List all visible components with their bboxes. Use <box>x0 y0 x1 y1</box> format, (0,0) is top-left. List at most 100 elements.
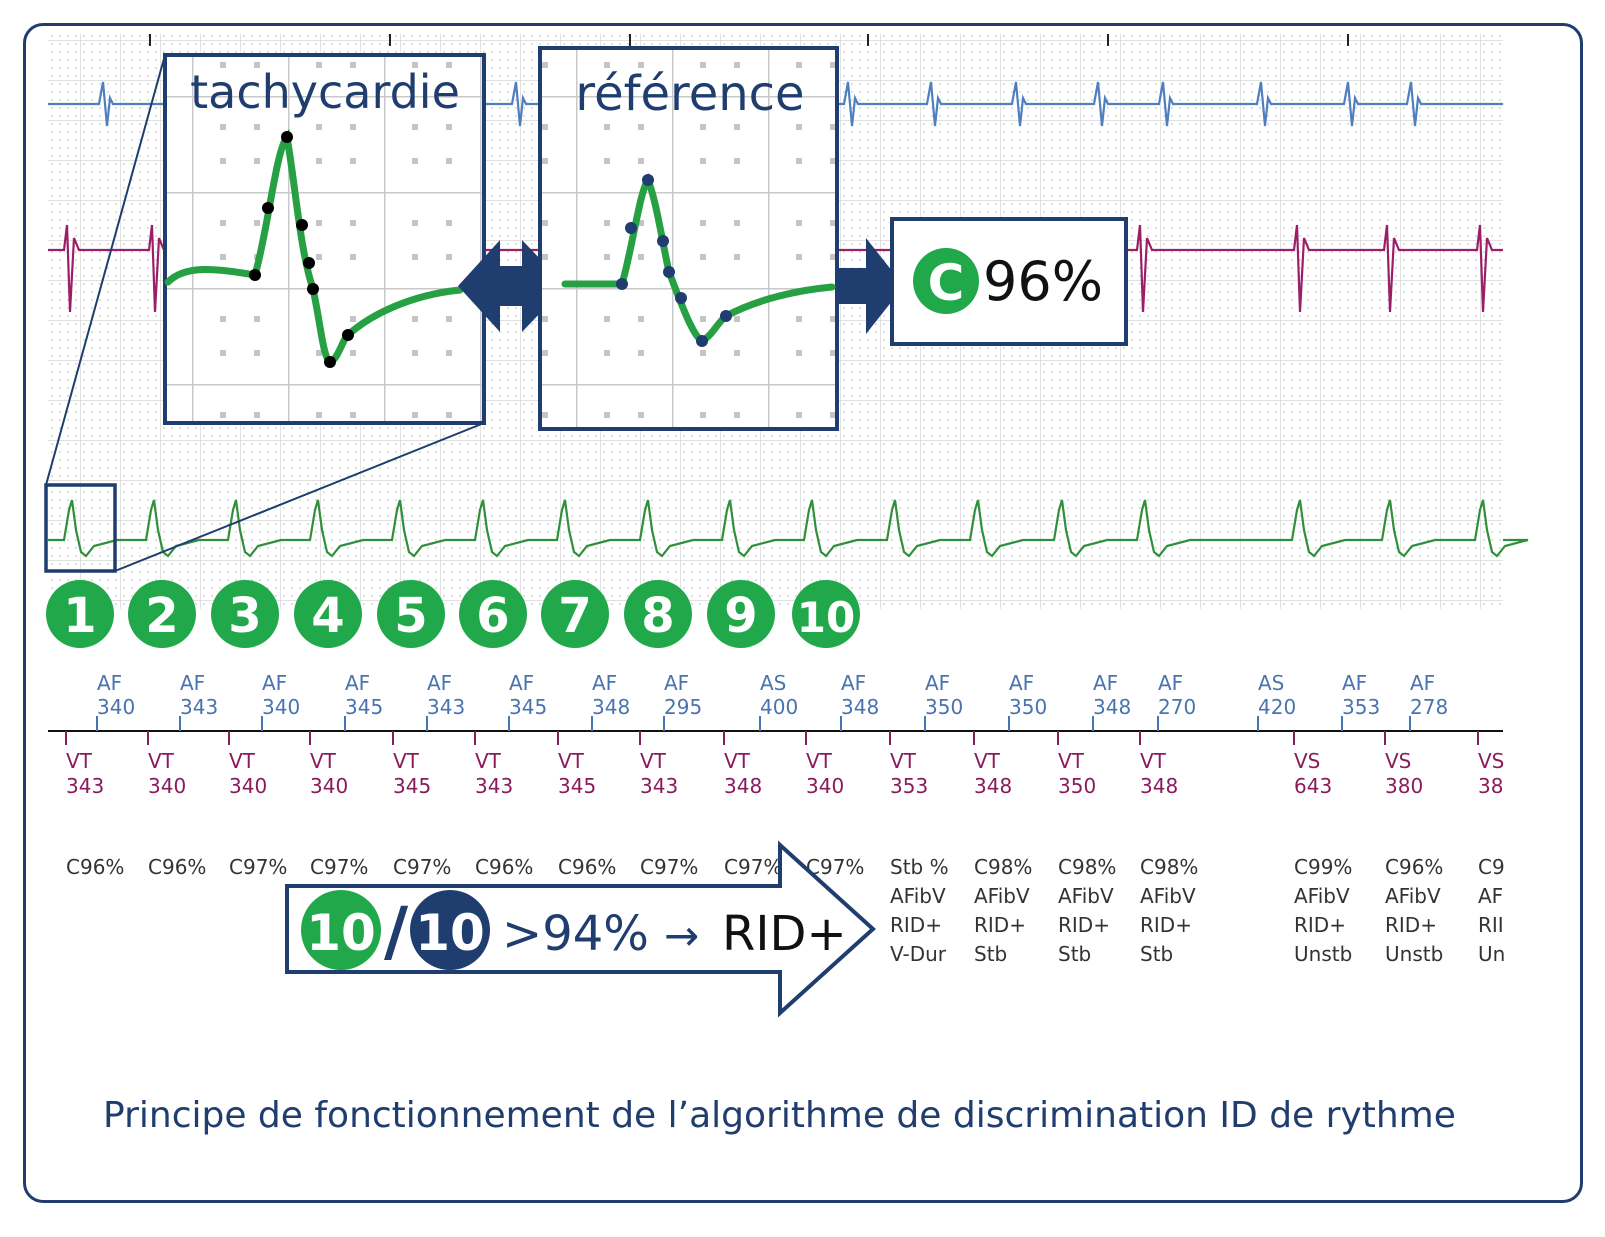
zoom-line-bottom <box>114 422 485 572</box>
atrial-marker-interval: 340 <box>262 695 300 719</box>
beat-circle <box>294 580 362 648</box>
decision-result: RID+ <box>722 906 847 962</box>
decision-numerator: 10 <box>306 904 376 962</box>
detection-status-text: Stb <box>974 942 1007 966</box>
ventricular-marker-interval: 353 <box>890 774 928 798</box>
detection-status-text: V-Dur <box>890 942 947 966</box>
atrial-marker-interval: 343 <box>427 695 465 719</box>
atrial-marker-interval: 350 <box>925 695 963 719</box>
ventricular-marker-interval: 340 <box>148 774 186 798</box>
detection-status-text: Stb % <box>890 855 949 879</box>
atrial-marker-label: AF <box>509 671 534 695</box>
atrial-marker-label: AF <box>1009 671 1034 695</box>
correlation-label: C97% <box>724 855 782 879</box>
atrial-marker-label: AF <box>1158 671 1183 695</box>
detection-status-text: C98% <box>1058 855 1116 879</box>
atrial-marker-interval: 278 <box>1410 695 1448 719</box>
ventricular-marker-interval: 380 <box>1385 774 1423 798</box>
beat-number: 3 <box>228 588 261 644</box>
numerator-badge <box>301 890 381 970</box>
reference-title: référence <box>575 66 804 122</box>
atrial-marker-label: AF <box>1093 671 1118 695</box>
atrial-marker-label: AF <box>592 671 617 695</box>
atrial-marker-interval: 348 <box>841 695 879 719</box>
ventricular-marker-interval: 350 <box>1058 774 1096 798</box>
ventricular-egm-trace <box>48 224 1503 313</box>
ventricular-marker-label: VT <box>724 749 751 773</box>
atrial-egm-trace <box>48 81 1503 127</box>
ventricular-marker-label: VT <box>1140 749 1167 773</box>
beat-circle <box>792 580 860 648</box>
beat-circle <box>128 580 196 648</box>
result-arrow <box>838 238 904 334</box>
ventricular-marker-label: VT <box>974 749 1001 773</box>
detection-status-text: C96% <box>1385 855 1443 879</box>
ventricular-marker-interval: 340 <box>806 774 844 798</box>
ventricular-marker-interval: 345 <box>393 774 431 798</box>
ventricular-markers: VT343VT340VT340VT340VT345VT343VT345VT343… <box>65 731 1504 798</box>
ventricular-marker-label: VS <box>1478 749 1504 773</box>
atrial-marker-label: AF <box>180 671 205 695</box>
atrial-marker-label: AF <box>664 671 689 695</box>
ventricular-marker-interval: 348 <box>1140 774 1178 798</box>
beat-number: 6 <box>476 588 509 644</box>
detection-status-text: C98% <box>1140 855 1198 879</box>
figure-caption: Principe de fonctionnement de l’algorith… <box>103 1095 1456 1136</box>
match-badge <box>913 248 979 314</box>
ventricular-marker-interval: 343 <box>475 774 513 798</box>
atrial-marker-interval: 348 <box>1093 695 1131 719</box>
beat-numbers: 1 2 3 4 5 6 7 8 9 10 <box>46 580 860 648</box>
ventricular-marker-interval: 343 <box>66 774 104 798</box>
detection-status-text: RID+ <box>1294 913 1346 937</box>
beat-number: 4 <box>311 588 344 644</box>
atrial-marker-label: AF <box>1342 671 1367 695</box>
decision-slash: / <box>384 893 409 970</box>
zoom-line-top <box>45 54 166 486</box>
ventricular-marker-interval: 340 <box>229 774 267 798</box>
atrial-marker-interval: 295 <box>664 695 702 719</box>
detection-status-text: Stb <box>1058 942 1091 966</box>
atrial-marker-label: AF <box>345 671 370 695</box>
beat-number: 9 <box>724 588 757 644</box>
detection-status-text: RID+ <box>890 913 942 937</box>
detection-status-text: AFibV <box>1058 884 1114 908</box>
detection-status-text: RID+ <box>974 913 1026 937</box>
match-badge-letter: C <box>928 254 965 312</box>
reference-sample-points <box>616 174 732 347</box>
beat-number: 2 <box>145 588 178 644</box>
detection-status-text: AFibV <box>1140 884 1196 908</box>
correlation-label: C97% <box>229 855 287 879</box>
detection-status-text: AFibV <box>974 884 1030 908</box>
ventricular-marker-interval: 343 <box>640 774 678 798</box>
time-ticks <box>149 34 1349 46</box>
correlation-label: C96% <box>66 855 124 879</box>
atrial-marker-label: AF <box>97 671 122 695</box>
atrial-marker-label: AF <box>841 671 866 695</box>
denominator-badge <box>410 890 490 970</box>
atrial-marker-label: AF <box>925 671 950 695</box>
ventricular-marker-label: VS <box>1385 749 1411 773</box>
detection-status-text: Unstb <box>1385 942 1443 966</box>
atrial-marker-interval: 345 <box>345 695 383 719</box>
correlation-label: C96% <box>148 855 206 879</box>
beat-circle <box>211 580 279 648</box>
detection-status-text: AFibV <box>890 884 946 908</box>
beat-circle <box>459 580 527 648</box>
beat-number: 10 <box>797 593 855 642</box>
detection-status-text: Stb <box>1140 942 1173 966</box>
detection-status-text: Unstb <box>1294 942 1352 966</box>
detection-status-text: C9 <box>1478 855 1505 879</box>
decision-threshold: >94% <box>502 906 649 962</box>
ventricular-marker-label: VT <box>890 749 917 773</box>
ventricular-marker-label: VT <box>640 749 667 773</box>
match-value: 96% <box>983 250 1103 313</box>
detection-status-text: RII <box>1478 913 1504 937</box>
detection-status-text: Un <box>1478 942 1505 966</box>
detection-status-text: RID+ <box>1058 913 1110 937</box>
decision-arrow-glyph: → <box>664 911 699 960</box>
correlation-label: C97% <box>640 855 698 879</box>
reference-panel: référence <box>538 46 839 431</box>
atrial-marker-interval: 348 <box>592 695 630 719</box>
ventricular-marker-label: VT <box>393 749 420 773</box>
